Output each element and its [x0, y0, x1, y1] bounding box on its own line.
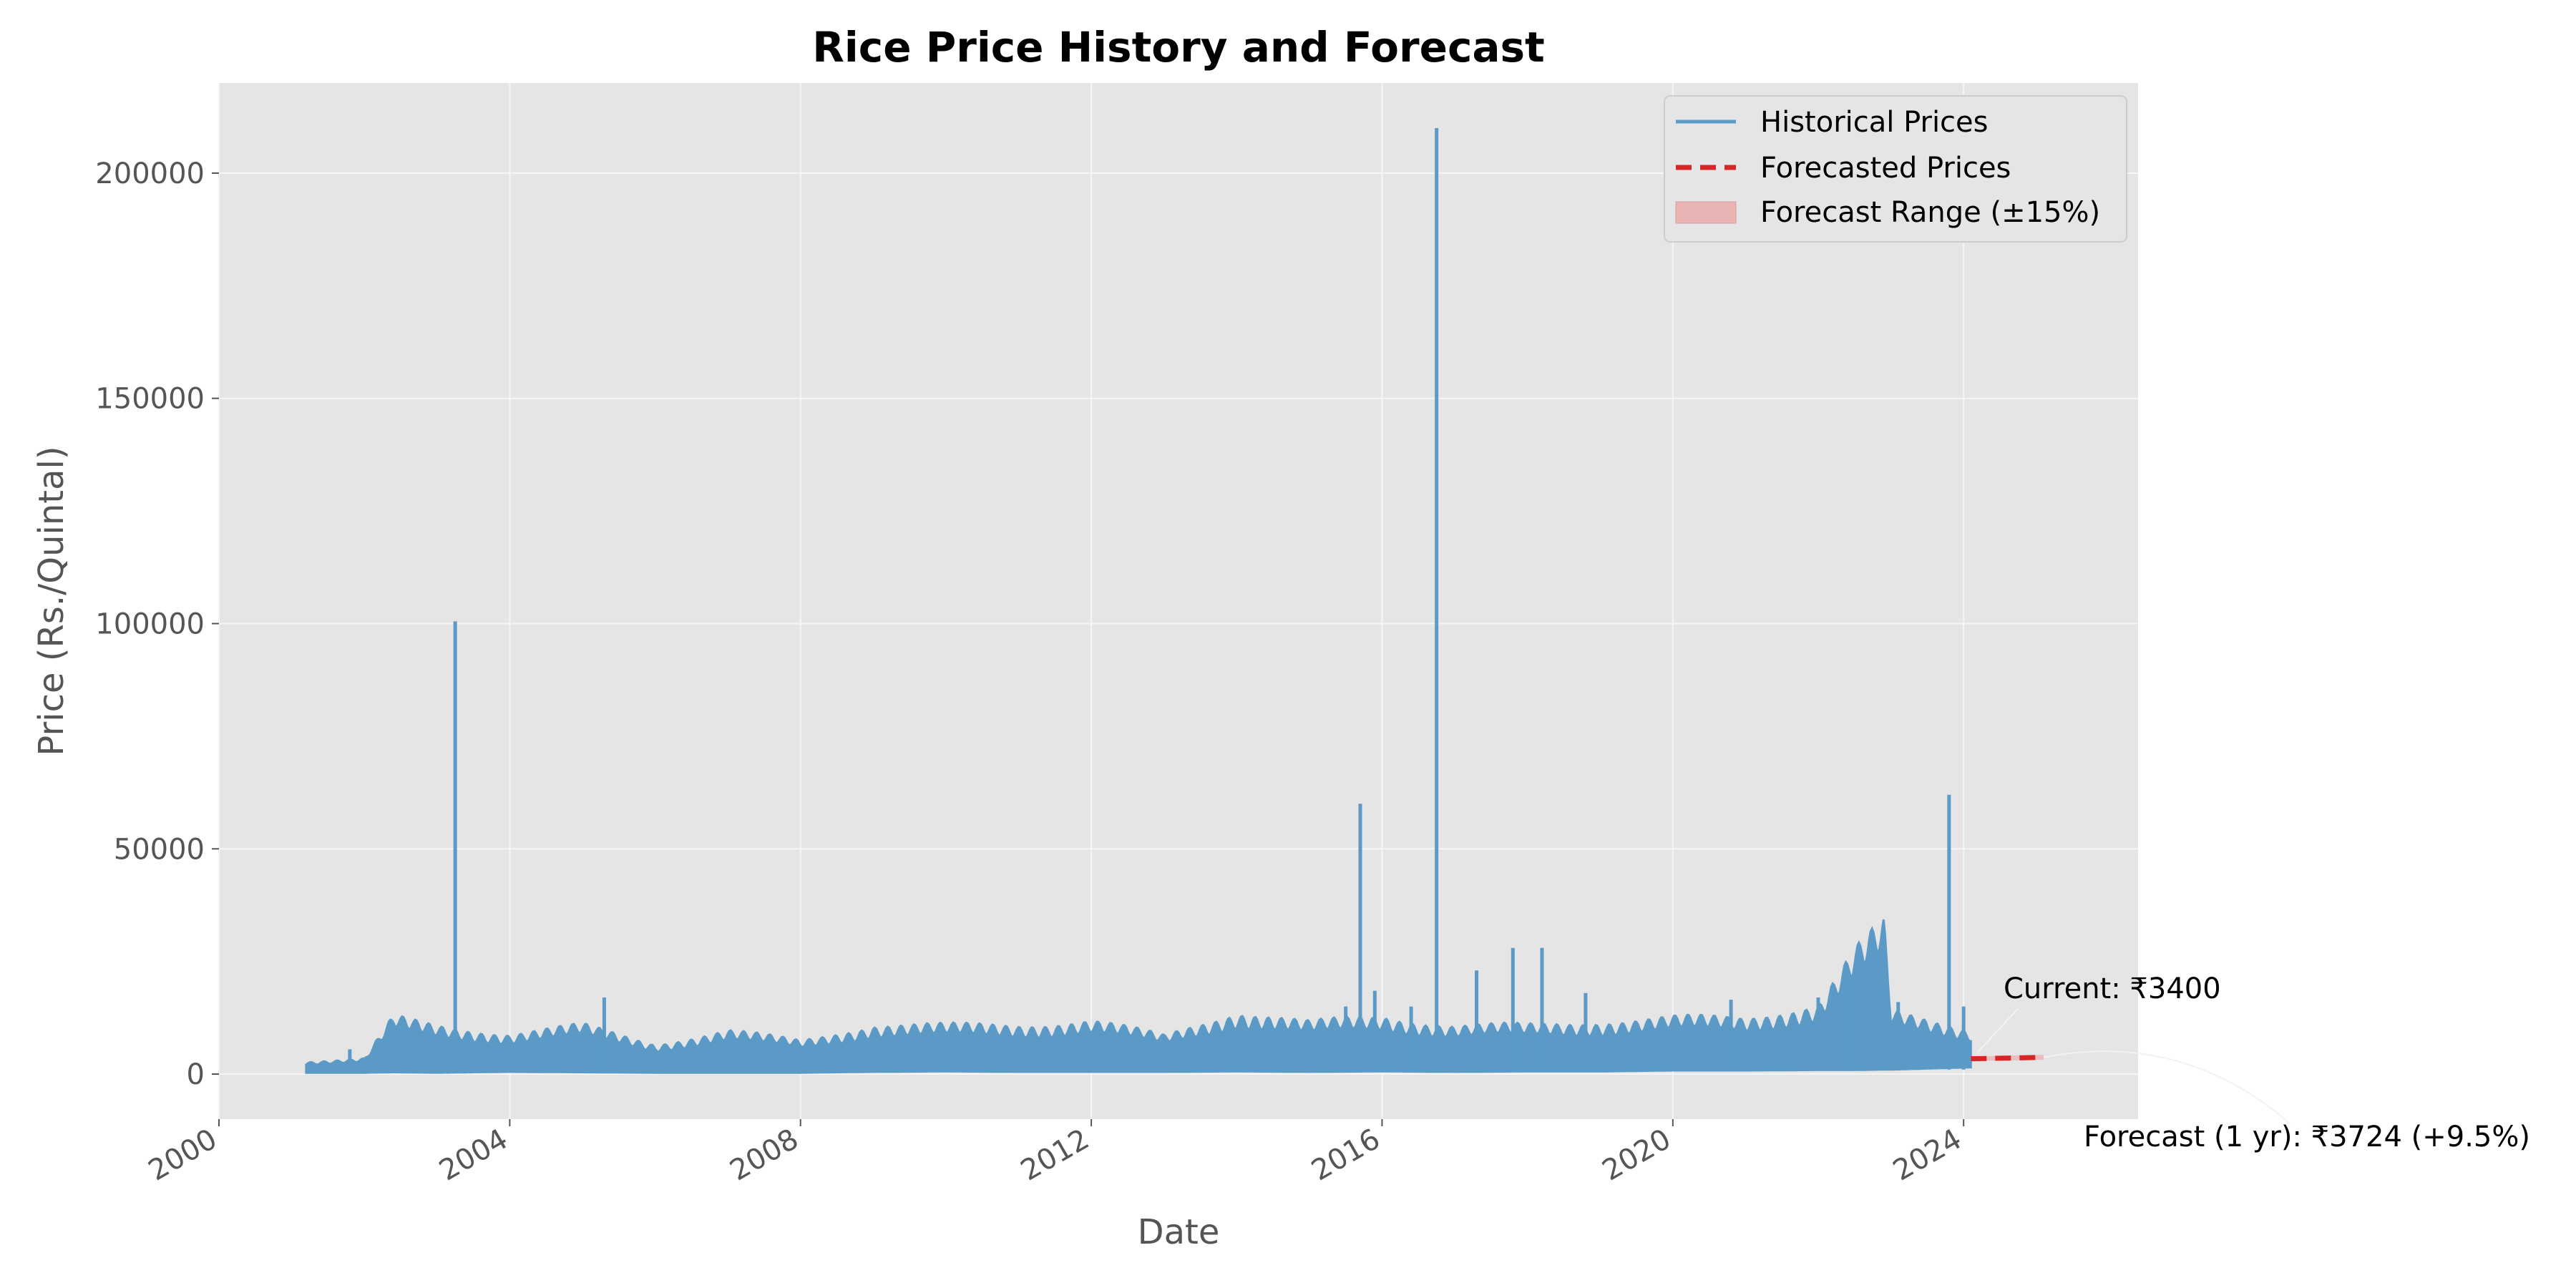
y-tick-label: 100000: [95, 608, 205, 640]
annotations: Current: ₹3400 Forecast (1 yr): ₹3724 (+…: [1977, 972, 2530, 1153]
historical-series: [305, 127, 1972, 1074]
legend-forecast-label: Forecasted Prices: [1760, 152, 2011, 185]
forecast-line: [1971, 1055, 2044, 1062]
y-tick-label: 0: [187, 1058, 205, 1091]
legend: Historical Prices Forecasted Prices Fore…: [1664, 95, 2127, 243]
historical-price-band: [305, 919, 1972, 1074]
grid-lines: [218, 83, 2138, 1119]
x-axis-ticks: 2000 2004 2008 2012 2016 2020 2024: [143, 1119, 1967, 1188]
y-axis-ticks: 0 50000 100000 150000 200000: [95, 157, 219, 1091]
annotation-arrow: [1977, 1008, 2290, 1124]
annotation-forecast: Forecast (1 yr): ₹3724 (+9.5%): [2084, 1121, 2530, 1153]
legend-historical-label: Historical Prices: [1760, 106, 1989, 139]
forecast-series: [1971, 1055, 2044, 1062]
x-axis-label: Date: [1138, 1212, 1220, 1252]
legend-range-label: Forecast Range (±15%): [1760, 196, 2100, 229]
x-tick-label: 2024: [1888, 1123, 1967, 1188]
y-tick-label: 50000: [114, 833, 205, 866]
x-tick-label: 2004: [434, 1123, 513, 1188]
x-tick-label: 2012: [1015, 1123, 1095, 1188]
legend-range-swatch: [1675, 201, 1737, 224]
x-tick-label: 2008: [725, 1123, 804, 1188]
y-tick-label: 200000: [95, 157, 205, 190]
x-tick-label: 2016: [1306, 1123, 1385, 1188]
y-tick-label: 150000: [95, 383, 205, 416]
chart-title: Rice Price History and Forecast: [812, 23, 1544, 72]
x-tick-label: 2020: [1597, 1123, 1677, 1188]
x-tick-label: 2000: [143, 1123, 223, 1188]
legend-box: [1664, 95, 2127, 243]
plot-area: [219, 83, 2138, 1119]
annotation-current: Current: ₹3400: [2004, 972, 2221, 1005]
y-axis-label: Price (Rs./Quintal): [31, 446, 72, 756]
